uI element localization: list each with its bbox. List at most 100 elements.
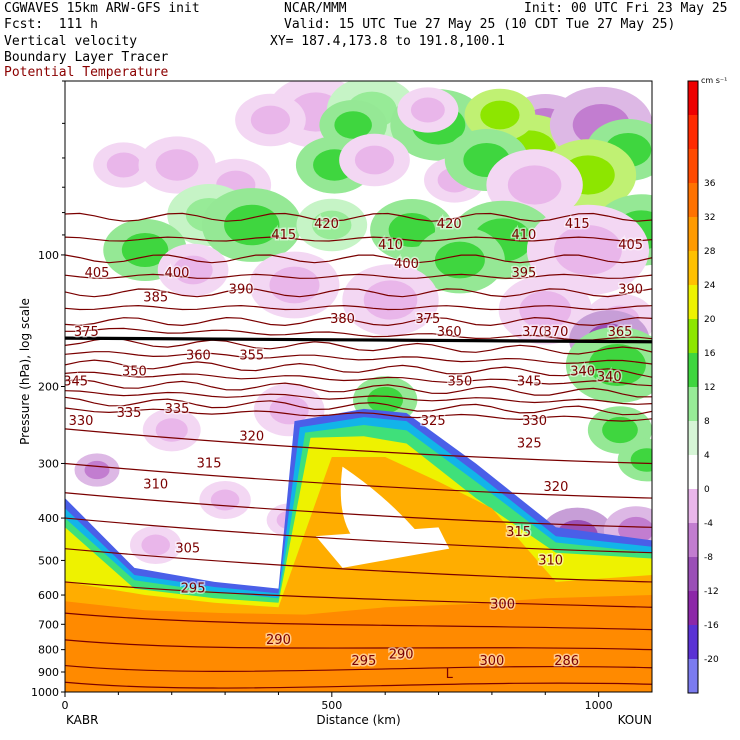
theta-upper-212 xyxy=(65,390,652,405)
colorbar-swatch-6 xyxy=(688,455,698,489)
theta-label-35: 325 xyxy=(517,436,542,451)
theta-label-25: 350 xyxy=(447,375,472,390)
theta-lower-8 xyxy=(65,664,652,672)
theta-label-22: 355 xyxy=(239,349,264,364)
theta-label-45: 290 xyxy=(389,647,414,662)
theta-lower-7 xyxy=(65,639,652,651)
vv-core-23 xyxy=(507,165,562,205)
colorbar-label-4: -4 xyxy=(704,519,713,529)
vv-core-26 xyxy=(388,212,436,248)
colorbar-label-5: 0 xyxy=(704,485,710,495)
theta-label-10: 395 xyxy=(512,266,537,281)
theta-label-2: 410 xyxy=(378,238,403,253)
y-tick-label-1: 200 xyxy=(38,381,59,394)
vv-core-7 xyxy=(106,152,141,178)
vv-core-38 xyxy=(367,386,404,414)
theta-upper-102 xyxy=(65,254,652,264)
theta-upper-82 xyxy=(65,212,652,222)
theta-label-34: 320 xyxy=(239,429,264,444)
vv-core-36 xyxy=(588,344,646,386)
theta-label-21: 360 xyxy=(186,349,211,364)
theta-upper-142 xyxy=(65,316,652,327)
theta-label-23: 350 xyxy=(122,365,147,380)
theta-label-31: 330 xyxy=(69,414,94,429)
vv-core-49 xyxy=(630,448,652,472)
low-marker-label: L xyxy=(446,667,454,682)
theta-label-46: 295 xyxy=(351,654,376,669)
colorbar-label-12: 28 xyxy=(704,247,716,257)
theta-upper-152 xyxy=(65,327,652,341)
theta-label-8: 400 xyxy=(165,266,190,281)
theta-upper-222 xyxy=(65,396,652,416)
colorbar-label-7: 8 xyxy=(704,417,710,427)
colorbar-swatch-1 xyxy=(688,625,698,659)
theta-label-40: 305 xyxy=(175,542,200,557)
theta-label-30: 335 xyxy=(165,402,190,417)
theta-upper-112 xyxy=(65,273,652,279)
vv-core-44 xyxy=(618,516,652,544)
tracer-layer-5 xyxy=(65,595,652,692)
colorbar-unit: cm s⁻¹ xyxy=(701,76,727,85)
colorbar-swatch-17 xyxy=(688,81,698,115)
colorbar-swatch-13 xyxy=(688,217,698,251)
colorbar-label-8: 12 xyxy=(704,383,715,393)
colorbar-label-1: -16 xyxy=(704,621,719,631)
y-tick-label-0: 100 xyxy=(38,249,59,262)
theta-lower-9 xyxy=(65,681,652,689)
y-axis-label: Pressure (hPa), log scale xyxy=(18,298,32,445)
theta-lower-4 xyxy=(65,548,652,583)
theta-lower-6 xyxy=(65,612,652,631)
colorbar-swatch-2 xyxy=(688,591,698,625)
x-endpoint-right: KOUN xyxy=(618,713,652,727)
tracer-clear-pocket xyxy=(340,466,418,549)
vv-core-40 xyxy=(155,418,188,442)
y-tick-label-9: 1000 xyxy=(31,686,59,699)
theta-label-37: 320 xyxy=(544,480,569,495)
vv-core-39 xyxy=(602,416,638,444)
theta-label-6: 405 xyxy=(618,238,643,253)
vv-core-4 xyxy=(410,97,445,123)
theta-label-36: 315 xyxy=(197,456,222,471)
colorbar-label-2: -12 xyxy=(704,587,719,597)
colorbar-swatch-16 xyxy=(688,115,698,149)
theta-upper-132 xyxy=(65,304,652,311)
theta-upper-202 xyxy=(65,378,652,398)
org-label: NCAR/MMM xyxy=(284,1,347,16)
theta-label-47: 300 xyxy=(479,654,504,669)
theta-upper-92 xyxy=(65,236,652,242)
init-time: Init: 00 UTC Fri 23 May 25 xyxy=(524,1,728,16)
y-tick-label-7: 800 xyxy=(38,644,59,657)
theta-upper-172 xyxy=(65,351,652,365)
theta-lower-5 xyxy=(65,581,652,608)
theta-upper-182 xyxy=(65,359,652,378)
colorbar-label-6: 4 xyxy=(704,451,710,461)
colorbar-swatch-8 xyxy=(688,387,698,421)
y-tick-label-2: 300 xyxy=(38,457,59,470)
colorbar-label-9: 16 xyxy=(704,349,716,359)
model-title: CGWAVES 15km ARW-GFS init xyxy=(4,1,200,16)
colorbar-label-3: -8 xyxy=(704,553,713,563)
colorbar-swatch-5 xyxy=(688,489,698,523)
y-tick-label-4: 500 xyxy=(38,554,59,567)
colorbar-label-11: 24 xyxy=(704,281,716,291)
theta-label-39: 315 xyxy=(506,525,531,540)
vv-core-41 xyxy=(210,489,240,511)
colorbar-swatch-14 xyxy=(688,183,698,217)
y-tick-label-6: 700 xyxy=(38,618,59,631)
theta-label-17: 360 xyxy=(437,325,462,340)
theta-label-48: 286 xyxy=(554,654,579,669)
vv-core-47 xyxy=(84,460,110,480)
theta-label-9: 400 xyxy=(394,257,419,272)
x-tick-label-2: 1000 xyxy=(585,699,613,712)
theta-label-1: 420 xyxy=(314,217,339,232)
colorbar-swatch-0 xyxy=(688,659,698,693)
vv-core-5 xyxy=(334,111,372,139)
theta-thick-line xyxy=(65,336,652,344)
theta-label-43: 300 xyxy=(490,597,515,612)
colorbar-swatch-10 xyxy=(688,319,698,353)
y-tick-label-3: 400 xyxy=(38,512,59,525)
y-tick-label-8: 900 xyxy=(38,666,59,679)
vv-core-1 xyxy=(250,105,291,135)
vv-core-13 xyxy=(312,210,352,240)
